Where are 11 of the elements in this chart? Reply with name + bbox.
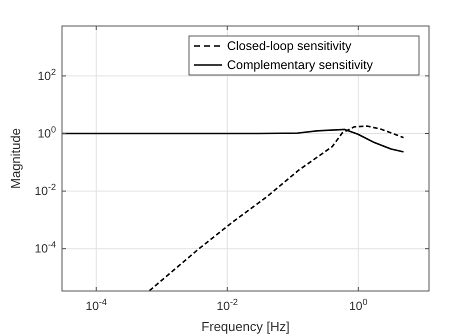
legend-label: Complementary sensitivity (227, 58, 374, 72)
y-tick-label: 10$^{0}$ (38, 124, 56, 140)
legend-label: Closed-loop sensitivity (227, 39, 352, 53)
y-tick-label: 10$^{2}$ (38, 66, 56, 83)
x-axis-title: Frequency [Hz] (201, 319, 290, 334)
y-axis-title: Magnitude (8, 128, 23, 189)
x-tick-label: 10$^{0}$ (349, 297, 368, 313)
x-tick-label: 10$^{-2}$ (216, 297, 238, 313)
y-tick-label: 10$^{-2}$ (34, 182, 56, 198)
y-tick-label: 10$^{-4}$ (34, 240, 56, 256)
x-tick-label: 10$^{-4}$ (86, 297, 107, 313)
